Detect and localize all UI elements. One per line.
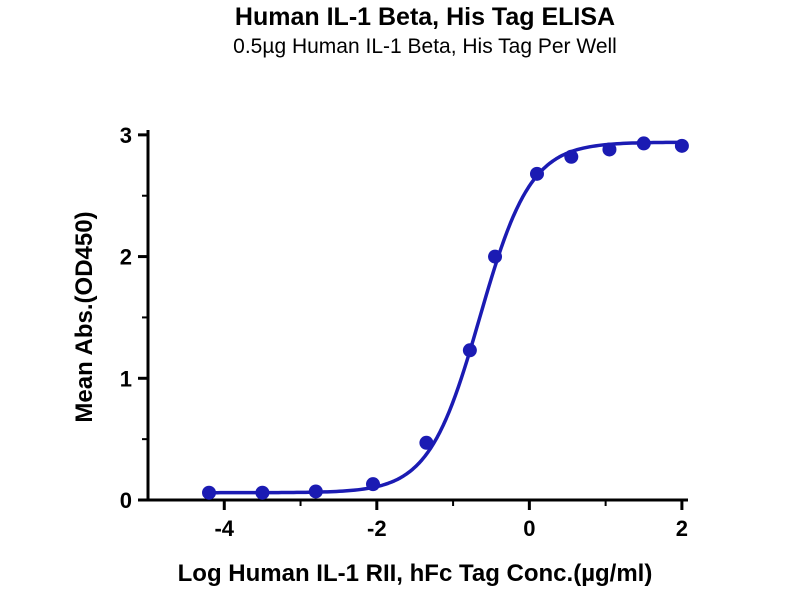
y-tick-label: 1 [120, 366, 132, 391]
x-tick-label: 2 [676, 516, 688, 541]
data-point [419, 435, 434, 450]
data-point [308, 484, 323, 499]
x-tick-label: -4 [214, 516, 234, 541]
data-point [564, 149, 579, 164]
data-point [202, 485, 217, 500]
data-point [488, 249, 503, 264]
fit-curve [203, 140, 683, 495]
data-point [366, 477, 380, 492]
chart-subtitle: 0.5µg Human IL-1 Beta, His Tag Per Well [233, 35, 617, 58]
y-tick-label: 0 [120, 488, 132, 513]
data-point [602, 142, 617, 157]
data-point [636, 136, 651, 151]
y-tick-label: 2 [120, 245, 132, 270]
y-tick-label: 3 [120, 123, 132, 148]
x-axis-label: Log Human IL-1 RII, hFc Tag Conc.(µg/ml) [177, 560, 653, 587]
chart-title: Human IL-1 Beta, His Tag ELISA [234, 3, 616, 31]
x-tick-label: -2 [367, 516, 387, 541]
data-point [674, 138, 689, 153]
data-point [255, 485, 270, 500]
data-point [462, 343, 477, 358]
x-tick-label: 0 [523, 516, 535, 541]
data-point [529, 166, 544, 181]
